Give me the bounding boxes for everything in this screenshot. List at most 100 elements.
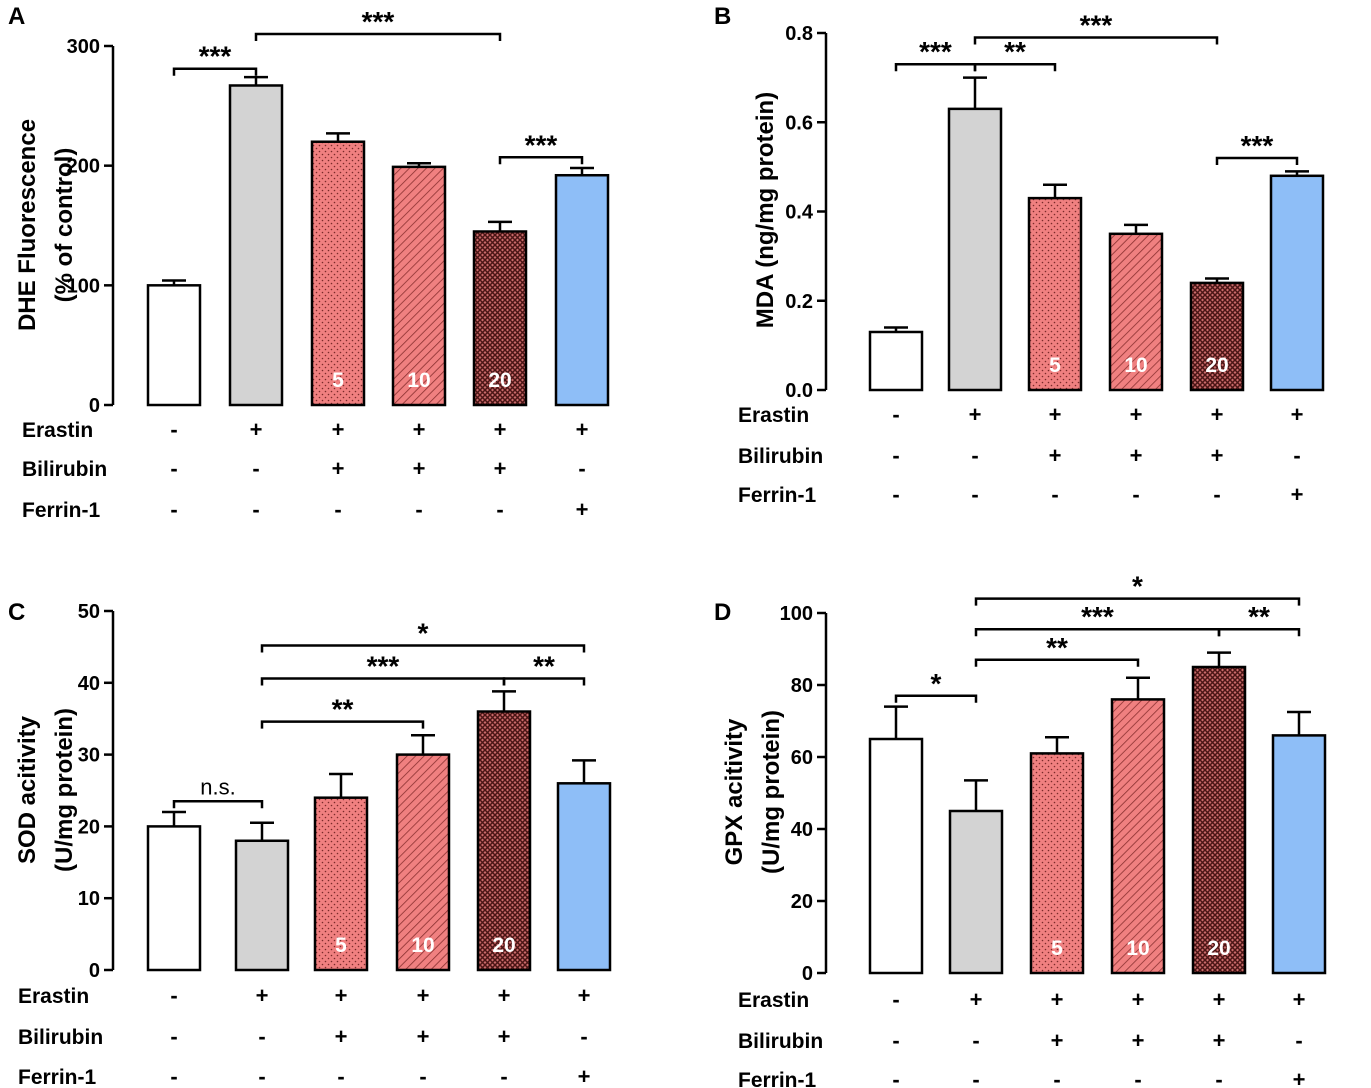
significance-bracket [254, 32, 502, 42]
y-tick-label: 20 [791, 891, 813, 913]
condition-sign: + [335, 1024, 348, 1049]
y-tick-label: 200 [67, 156, 100, 178]
significance-label: * [1132, 571, 1143, 602]
condition-label: Erastin [738, 404, 809, 427]
significance-label: *** [919, 36, 952, 67]
condition-sign: + [494, 456, 507, 481]
y-tick-label: 50 [78, 601, 100, 623]
condition-sign: - [415, 497, 422, 522]
y-tick-label: 100 [67, 275, 100, 297]
bar [310, 140, 366, 407]
bar [146, 825, 202, 972]
condition-sign: - [170, 497, 177, 522]
bar-value-label: 20 [1207, 937, 1230, 960]
bar [1191, 665, 1247, 975]
significance-bracket [1215, 156, 1299, 165]
condition-sign: + [969, 402, 982, 427]
significance-bracket [260, 644, 586, 653]
condition-sign: + [332, 417, 345, 442]
panel-c: C SOD acitivity (U/mg protein) 0 10 20 30 40 50 5… [8, 599, 612, 1088]
y-tick-label: 0.6 [785, 112, 813, 134]
bar [1189, 281, 1245, 392]
y-tick-label: 20 [78, 816, 100, 838]
condition-sign: + [1291, 402, 1304, 427]
condition-label: Bilirubin [738, 1030, 823, 1053]
condition-sign: + [1130, 402, 1143, 427]
significance-label: * [418, 617, 429, 648]
condition-sign: + [494, 417, 507, 442]
y-axis-label: (U/mg protein) [51, 708, 78, 872]
condition-sign: - [892, 1067, 899, 1088]
bar [948, 809, 1004, 975]
significance-bracket [894, 694, 978, 703]
y-tick-label: 80 [791, 675, 813, 697]
significance-bracket [1217, 627, 1301, 637]
significance-bracket [974, 597, 1301, 606]
condition-sign: - [170, 1064, 177, 1088]
condition-sign: - [971, 443, 978, 468]
significance-bracket [172, 800, 264, 809]
condition-sign: - [972, 1067, 979, 1088]
condition-sign: + [498, 1024, 511, 1049]
condition-label: Ferrin-1 [738, 1069, 817, 1088]
y-tick-label: 300 [67, 36, 100, 58]
bar [1269, 174, 1325, 392]
condition-sign: + [413, 456, 426, 481]
condition-sign: - [892, 443, 899, 468]
significance-bracket [260, 720, 425, 729]
condition-sign: + [1051, 1028, 1064, 1053]
significance-label: *** [1080, 9, 1113, 40]
bar [395, 753, 451, 972]
condition-label: Erastin [22, 419, 93, 442]
condition-sign: + [1051, 987, 1064, 1012]
condition-sign: - [252, 456, 259, 481]
y-tick-label: 0.8 [785, 23, 813, 45]
condition-sign: - [1051, 482, 1058, 507]
y-tick-label: 0.4 [785, 202, 814, 224]
significance-label: ** [533, 650, 555, 681]
condition-sign: - [972, 1028, 979, 1053]
condition-sign: - [337, 1064, 344, 1088]
bar [1108, 232, 1164, 392]
bar [556, 782, 612, 972]
condition-sign: - [892, 402, 899, 427]
significance-bracket [172, 67, 258, 76]
bar [391, 165, 447, 407]
condition-sign: + [417, 983, 430, 1008]
condition-sign: - [578, 456, 585, 481]
y-tick-label: 0 [89, 395, 100, 417]
bar [228, 84, 284, 407]
bar-value-label: 5 [1051, 937, 1063, 960]
condition-sign: - [419, 1064, 426, 1088]
bar-value-label: 20 [1205, 354, 1228, 377]
bar [472, 230, 528, 407]
condition-sign: + [498, 983, 511, 1008]
bar-value-label: 10 [1124, 354, 1147, 377]
bar [868, 330, 924, 392]
condition-label: Bilirubin [22, 458, 107, 481]
significance-label: *** [1241, 130, 1274, 161]
condition-label: Ferrin-1 [18, 1066, 97, 1088]
condition-label: Erastin [738, 989, 809, 1012]
bar [313, 796, 369, 972]
condition-sign: + [1293, 987, 1306, 1012]
condition-sign: - [258, 1064, 265, 1088]
y-tick-label: 40 [791, 819, 813, 841]
condition-sign: - [971, 482, 978, 507]
condition-sign: - [1295, 1028, 1302, 1053]
condition-sign: - [1053, 1067, 1060, 1088]
y-axis-label: SOD acitivity [14, 715, 41, 864]
bar-value-label: 5 [1049, 354, 1061, 377]
bar [1110, 698, 1166, 975]
y-axis-label: (U/mg protein) [758, 710, 785, 874]
y-axis-label: (% of control) [51, 148, 78, 303]
y-tick-label: 100 [780, 603, 813, 625]
condition-sign: - [1213, 482, 1220, 507]
significance-label: n.s. [200, 774, 235, 799]
condition-sign: + [578, 983, 591, 1008]
condition-sign: + [1211, 402, 1224, 427]
condition-sign: - [170, 417, 177, 442]
condition-sign: - [1134, 1067, 1141, 1088]
panel-label: B [714, 3, 731, 30]
condition-label: Bilirubin [18, 1026, 103, 1049]
